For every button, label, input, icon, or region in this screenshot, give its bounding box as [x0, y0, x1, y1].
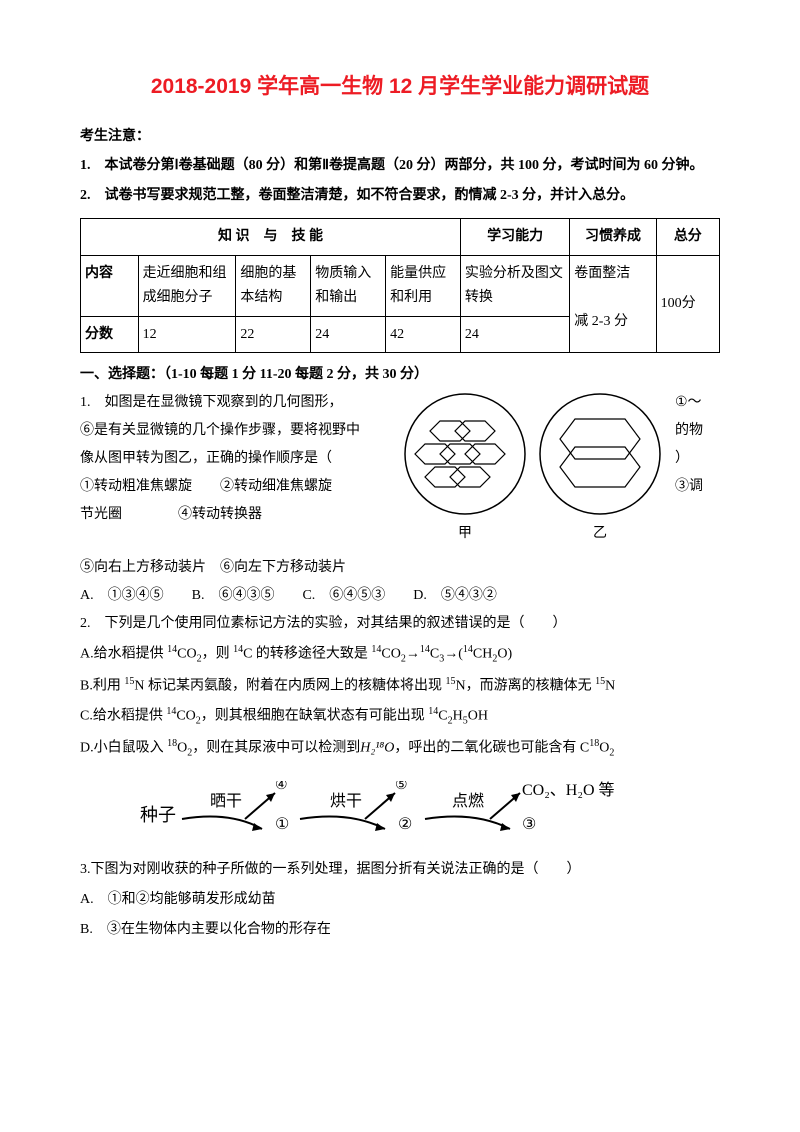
q1-right-column: ①～ 的物 ） ③调	[675, 389, 720, 501]
q1-l4: ①转动粗准焦螺旋 ②转动细准焦螺旋	[80, 473, 390, 501]
td-total: 100分	[656, 255, 719, 352]
q2a-p3: ，则	[202, 647, 234, 662]
table-header-row: 知 识 与 技 能 学习能力 习惯养成 总分	[81, 219, 720, 256]
habit-top: 卷面整洁	[574, 266, 630, 281]
q2a-p8: O)	[497, 647, 512, 662]
td-s4: 42	[386, 316, 461, 353]
q2d-p5: O	[599, 741, 609, 756]
q2b-p4: N	[605, 678, 615, 693]
notice-line-2: 2. 试卷书写要求规范工整，卷面整洁清楚，如不符合要求，酌情减 2-3 分，并计…	[80, 181, 720, 210]
q1-options: A. ①③④⑤ B. ⑥④③⑤ C. ⑥④⑤③ D. ⑤④③②	[80, 582, 720, 610]
q2a-p1: A.给水稻提供	[80, 647, 167, 662]
q1-l2: ⑥是有关显微镜的几个操作步骤，要将视野中	[80, 417, 390, 445]
section-1-heading: 一、选择题：（1-10 每题 1 分 11-20 每题 2 分，共 30 分）	[80, 363, 720, 383]
habit-bot: 减 2-3 分	[574, 314, 628, 329]
td-c4: 能量供应和利用	[386, 255, 461, 316]
question-2: 2. 下列是几个使用同位素标记方法的实验，对其结果的叙述错误的是（ ） A.给水…	[80, 610, 720, 763]
q3-n4: ④	[275, 781, 288, 793]
q2c-p5: H	[453, 709, 463, 724]
notice-line-1: 1. 本试卷分第Ⅰ卷基础题（80 分）和第Ⅱ卷提高题（20 分）两部分，共 10…	[80, 151, 720, 180]
q2b-p3: N，而游离的核糖体无	[455, 678, 595, 693]
q3-n1: ①	[275, 816, 289, 833]
td-c3: 物质输入和输出	[311, 255, 386, 316]
th-total: 总分	[656, 219, 719, 256]
q2a-ar1: →	[406, 647, 420, 662]
q2b-p2: N 标记某丙氨酸，附着在内质网上的核糖体将出现	[134, 678, 445, 693]
q2d-p1: D.小白鼠吸入	[80, 741, 167, 756]
q2d-p3: ，则在其尿液中可以检测到	[192, 741, 360, 756]
td-c1: 走近细胞和组成细胞分子	[138, 255, 236, 316]
q1-r1: ①～	[675, 389, 720, 417]
q2-opt-a: A.给水稻提供 14CO2，则 14C 的转移途径大致是 14CO2→14C3→…	[80, 640, 720, 669]
q2a-p2: CO	[177, 647, 196, 662]
q3-opt-b: B. ③在生物体内主要以化合物的形存在	[80, 916, 720, 944]
q3-step1: 晒干	[210, 793, 242, 810]
td-s3: 24	[311, 316, 386, 353]
q1-l1: 1. 如图是在显微镜下观察到的几何图形，	[80, 389, 390, 417]
q3-n5: ⑤	[395, 781, 408, 793]
q1-l3: 像从图甲转为图乙，正确的操作顺序是（	[80, 445, 390, 473]
q3-n3: ③	[522, 816, 536, 833]
q3-diagram: 种子 晒干 ④ ① 烘干 ⑤ ② 点燃 ③ CO₂、H₂O 等	[140, 781, 720, 846]
th-learning: 学习能力	[460, 219, 569, 256]
td-score-label: 分数	[81, 316, 139, 353]
q1-r3: ）	[675, 445, 720, 473]
q3-seed: 种子	[140, 805, 176, 825]
q2a-p4: C 的转移途径大致是	[243, 647, 371, 662]
q3-stem: 3.下图为对刚收获的种子所做的一系列处理，据图分折有关说法正确的是（ ）	[80, 856, 720, 884]
q3-step2: 烘干	[330, 792, 362, 810]
q1-r2: 的物	[675, 417, 720, 445]
label-jia: 甲	[458, 526, 472, 541]
q3-opt-a: A. ①和②均能够萌发形成幼苗	[80, 886, 720, 914]
q2a-p6: C	[430, 647, 439, 662]
q2-stem: 2. 下列是几个使用同位素标记方法的实验，对其结果的叙述错误的是（ ）	[80, 610, 720, 638]
table-content-row: 内容 走近细胞和组成细胞分子 细胞的基本结构 物质输入和输出 能量供应和利用 实…	[81, 255, 720, 316]
td-s1: 12	[138, 316, 236, 353]
q2c-p4: C	[438, 709, 447, 724]
q3-step3: 点燃	[452, 792, 484, 810]
q2-opt-c: C.给水稻提供 14CO2，则其根细胞在缺氧状态有可能出现 14C2H5OH	[80, 702, 720, 731]
question-1: 1. 如图是在显微镜下观察到的几何图形， ⑥是有关显微镜的几个操作步骤，要将视野…	[80, 389, 720, 554]
label-yi: 乙	[593, 525, 607, 541]
seed-process-diagram-icon: 种子 晒干 ④ ① 烘干 ⑤ ② 点燃 ③ CO₂、H₂O 等	[140, 781, 660, 841]
q2c-p2: CO	[176, 709, 195, 724]
q2c-p3: ，则其根细胞在缺氧状态有可能出现	[201, 709, 429, 724]
microscope-diagram-icon: 甲 乙	[390, 389, 670, 544]
exam-title: 2018-2019 学年高一生物 12 月学生学业能力调研试题	[80, 70, 720, 100]
q2-opt-d: D.小白鼠吸入 18O2，则在其尿液中可以检测到H₂¹⁸O，呼出的二氧化碳也可能…	[80, 734, 720, 763]
q2a-p7: CH	[473, 647, 492, 662]
q1-r4: ③调	[675, 473, 720, 501]
td-content-label: 内容	[81, 255, 139, 316]
score-table: 知 识 与 技 能 学习能力 习惯养成 总分 内容 走近细胞和组成细胞分子 细胞…	[80, 218, 720, 353]
q2c-p1: C.给水稻提供	[80, 709, 166, 724]
q2-opt-b: B.利用 15N 标记某丙氨酸，附着在内质网上的核糖体将出现 15N，而游离的核…	[80, 672, 720, 701]
q2d-p4: ，呼出的二氧化碳也可能含有 C	[394, 741, 589, 756]
q2b-p1: B.利用	[80, 678, 124, 693]
q3-n2: ②	[398, 816, 412, 833]
td-s2: 22	[236, 316, 311, 353]
td-learning: 实验分析及图文转换	[460, 255, 569, 316]
q3-co2: CO₂、H₂O 等	[522, 781, 615, 799]
th-habit: 习惯养成	[570, 219, 656, 256]
td-s-learning: 24	[460, 316, 569, 353]
q2c-p6: OH	[468, 709, 488, 724]
notice-header: 考生注意：	[80, 122, 720, 151]
th-knowledge: 知 识 与 技 能	[81, 219, 461, 256]
q2d-h2o: H₂¹⁸O	[360, 741, 394, 756]
td-c2: 细胞的基本结构	[236, 255, 311, 316]
q1-figure: 甲 乙	[390, 389, 670, 555]
q1-text-column: 1. 如图是在显微镜下观察到的几何图形， ⑥是有关显微镜的几个操作步骤，要将视野…	[80, 389, 390, 529]
q2d-p2: O	[177, 741, 187, 756]
td-habit: 卷面整洁减 2-3 分	[570, 255, 656, 352]
q1-l5: 节光圈 ④转动转换器	[80, 501, 390, 529]
q2a-p5: CO	[381, 647, 400, 662]
question-3: 3.下图为对刚收获的种子所做的一系列处理，据图分折有关说法正确的是（ ） A. …	[80, 856, 720, 944]
q2a-ar2: →(	[444, 647, 463, 662]
q1-line6: ⑤向右上方移动装片 ⑥向左下方移动装片	[80, 554, 720, 582]
notice-block: 考生注意： 1. 本试卷分第Ⅰ卷基础题（80 分）和第Ⅱ卷提高题（20 分）两部…	[80, 122, 720, 210]
